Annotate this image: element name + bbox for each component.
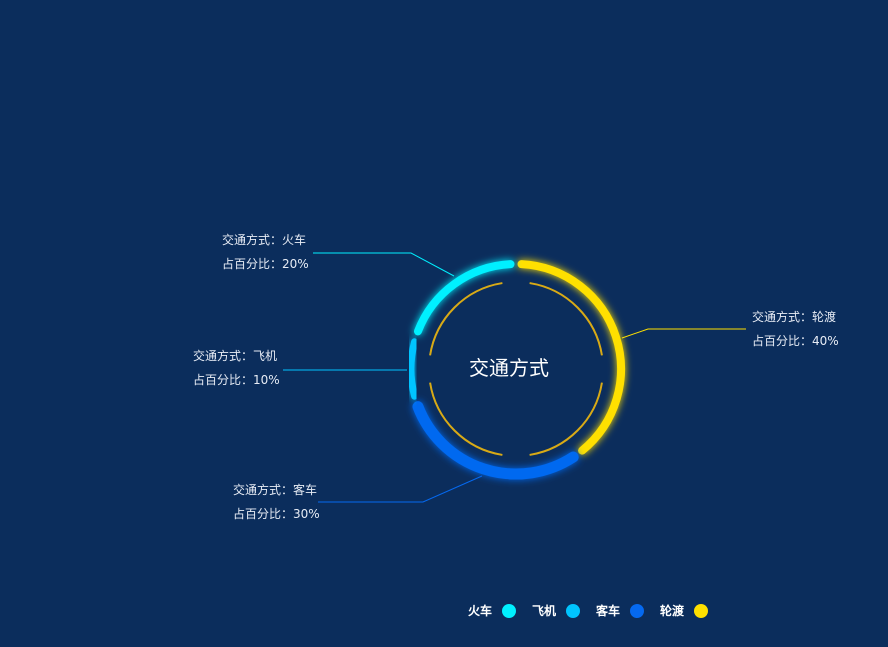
label-lundu-percent: 占百分比：40% bbox=[752, 334, 839, 348]
label-lundu-name: 交通方式：轮渡 bbox=[752, 310, 837, 324]
inner-ring-segment bbox=[429, 382, 503, 456]
label-huoche-name: 交通方式：火车 bbox=[222, 233, 307, 247]
legend-item-keche[interactable]: 客车 bbox=[596, 602, 645, 619]
label-keche-percent: 占百分比：30% bbox=[233, 507, 320, 521]
legend-label: 火车 bbox=[468, 604, 493, 618]
label-feiji: 交通方式：飞机 占百分比：10% bbox=[193, 344, 280, 392]
slice-飞机[interactable] bbox=[407, 338, 419, 400]
leader-line-lundu bbox=[621, 328, 746, 339]
legend-label: 飞机 bbox=[532, 604, 557, 618]
legend: 火车 飞机 客车 轮渡 bbox=[468, 602, 724, 619]
legend-dot-icon bbox=[630, 603, 645, 618]
legend-label: 客车 bbox=[596, 604, 621, 618]
legend-dot-icon bbox=[694, 603, 709, 618]
legend-item-lundu[interactable]: 轮渡 bbox=[660, 602, 709, 619]
legend-dot-icon bbox=[502, 603, 517, 618]
label-huoche-percent: 占百分比：20% bbox=[222, 257, 309, 271]
leader-line-keche bbox=[318, 475, 483, 503]
inner-ring-segment bbox=[429, 282, 503, 356]
label-lundu: 交通方式：轮渡 占百分比：40% bbox=[752, 305, 839, 353]
label-feiji-percent: 占百分比：10% bbox=[193, 373, 280, 387]
legend-dot-icon bbox=[566, 603, 581, 618]
label-keche-name: 交通方式：客车 bbox=[233, 483, 318, 497]
slice-轮渡[interactable] bbox=[517, 260, 626, 455]
slice-客车[interactable] bbox=[412, 401, 579, 480]
legend-item-huoche[interactable]: 火车 bbox=[468, 602, 517, 619]
leader-line-huoche bbox=[313, 252, 455, 277]
slice-火车[interactable] bbox=[413, 260, 515, 336]
chart-title: 交通方式 bbox=[469, 356, 549, 380]
legend-label: 轮渡 bbox=[660, 604, 685, 618]
legend-item-feiji[interactable]: 飞机 bbox=[532, 602, 581, 619]
label-feiji-name: 交通方式：飞机 bbox=[193, 349, 278, 363]
inner-ring-segment bbox=[529, 282, 603, 356]
inner-ring-segment bbox=[529, 382, 603, 456]
label-keche: 交通方式：客车 占百分比：30% bbox=[233, 478, 320, 526]
label-huoche: 交通方式：火车 占百分比：20% bbox=[222, 228, 309, 276]
